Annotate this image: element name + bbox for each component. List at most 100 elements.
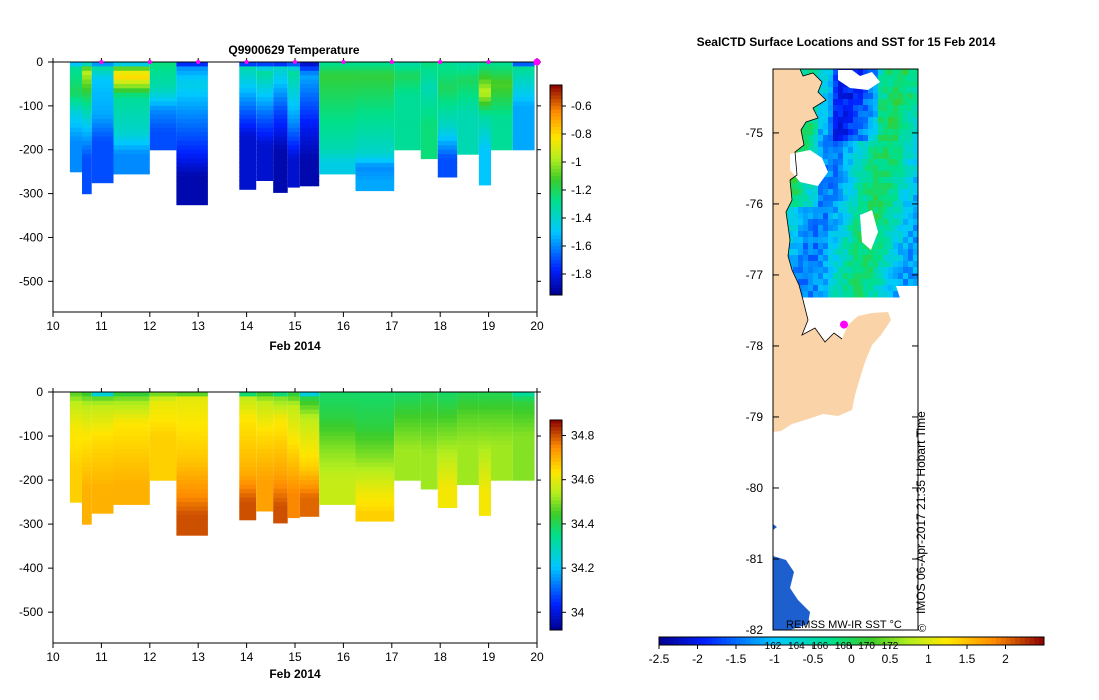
temperature-x-tick-label: 10 xyxy=(46,319,60,333)
sst-cell xyxy=(853,93,859,100)
map-lon-tick-label: 170 xyxy=(858,641,875,652)
temperature-cell xyxy=(273,154,288,160)
temperature-cell xyxy=(69,158,82,164)
map-lat-tick-label: -76 xyxy=(746,197,764,211)
sst-cell xyxy=(803,243,809,250)
temperature-cell xyxy=(149,114,177,120)
temperature-cell xyxy=(82,62,92,67)
salinity-cell xyxy=(299,475,320,481)
salinity-cell xyxy=(512,409,535,415)
salinity-colorbar-segment xyxy=(550,472,562,477)
salinity-cell xyxy=(437,392,458,397)
sst-cell xyxy=(883,153,889,160)
temperature-cell xyxy=(113,162,150,168)
temperature-cell xyxy=(478,83,491,89)
sst-cell xyxy=(798,189,804,196)
sst-cell xyxy=(873,177,879,184)
temperature-cell xyxy=(273,75,288,81)
sst-colorbar-segment xyxy=(933,637,939,645)
sst-cell xyxy=(793,219,799,226)
salinity-cell xyxy=(394,466,421,472)
temperature-cell xyxy=(69,154,82,160)
salinity-cell xyxy=(420,431,438,437)
salinity-y-axis: 0-100-200-300-400-500 xyxy=(19,385,541,619)
salinity-colorbar-segment xyxy=(550,619,562,624)
temperature-cell xyxy=(82,171,92,177)
salinity-cell xyxy=(355,519,395,522)
sst-cell xyxy=(848,99,854,106)
sst-cell xyxy=(878,135,884,142)
temperature-cell xyxy=(273,114,288,120)
salinity-cell xyxy=(319,414,356,419)
temperature-cell xyxy=(319,145,356,151)
temperature-cell xyxy=(355,70,395,76)
sst-cell xyxy=(828,255,834,262)
temperature-x-tick-label: 13 xyxy=(192,319,206,333)
temperature-cell xyxy=(273,66,288,72)
salinity-cell xyxy=(256,409,274,415)
salinity-cell xyxy=(420,414,438,419)
temperature-cell xyxy=(176,202,208,206)
temperature-cell xyxy=(273,83,288,89)
salinity-cell xyxy=(491,471,513,477)
salinity-cell xyxy=(287,440,300,446)
salinity-colorbar-segment xyxy=(550,448,562,452)
salinity-cell xyxy=(420,392,438,397)
salinity-colorbar-segment xyxy=(550,444,562,449)
sst-cell xyxy=(913,267,918,274)
temperature-cell xyxy=(420,79,438,85)
salinity-cell xyxy=(273,444,288,450)
sst-cell xyxy=(828,249,834,256)
salinity-cell xyxy=(478,418,491,424)
salinity-cell xyxy=(239,392,257,397)
sst-cell xyxy=(803,219,809,226)
sst-cell xyxy=(813,117,819,124)
map-lat-tick-label: -82 xyxy=(746,623,764,637)
sst-cell xyxy=(903,177,909,184)
temperature-cell xyxy=(149,97,177,103)
salinity-cell xyxy=(69,444,82,450)
salinity-colorbar-segment xyxy=(550,423,562,428)
salinity-cell xyxy=(149,466,177,472)
temperature-cell xyxy=(287,140,300,146)
temperature-cell xyxy=(176,198,208,203)
temperature-colorbar-segment xyxy=(550,155,562,159)
temperature-x-tick-label: 20 xyxy=(530,319,544,333)
temperature-cell xyxy=(82,180,92,186)
sst-cell xyxy=(838,207,844,214)
temperature-cell xyxy=(273,184,288,190)
temperature-cell xyxy=(91,167,114,173)
temperature-cell xyxy=(457,136,479,142)
sst-cell xyxy=(838,171,844,178)
sst-cell xyxy=(888,225,894,232)
temperature-cell xyxy=(512,79,535,85)
sst-cell xyxy=(868,201,874,208)
sst-cell xyxy=(833,285,839,292)
temperature-y-tick-label: -200 xyxy=(19,143,43,157)
sst-cell xyxy=(828,99,834,106)
temperature-colorbar-segment xyxy=(550,270,562,275)
salinity-colorbar-segment xyxy=(550,598,562,603)
sst-colorbar-segment xyxy=(798,637,804,645)
temperature-cell xyxy=(437,110,458,116)
salinity-cell xyxy=(176,405,208,411)
temperature-cell xyxy=(512,88,535,94)
temperature-cell xyxy=(478,123,491,129)
temperature-cell xyxy=(287,145,300,151)
sst-cell xyxy=(838,135,844,142)
salinity-cell xyxy=(113,444,150,450)
sst-cell xyxy=(893,141,899,148)
ice-patch xyxy=(790,150,828,186)
temperature-cell xyxy=(176,167,208,173)
temperature-colorbar-segment xyxy=(550,127,562,131)
salinity-cell xyxy=(256,396,274,402)
sst-cell xyxy=(868,171,874,178)
sst-cell xyxy=(883,99,889,106)
salinity-cell xyxy=(149,449,177,455)
temperature-cell xyxy=(176,136,208,142)
sst-cell xyxy=(803,231,809,238)
sst-cell xyxy=(868,183,874,190)
salinity-cell xyxy=(287,400,300,406)
salinity-cell xyxy=(82,506,92,512)
sst-cell xyxy=(828,207,834,214)
